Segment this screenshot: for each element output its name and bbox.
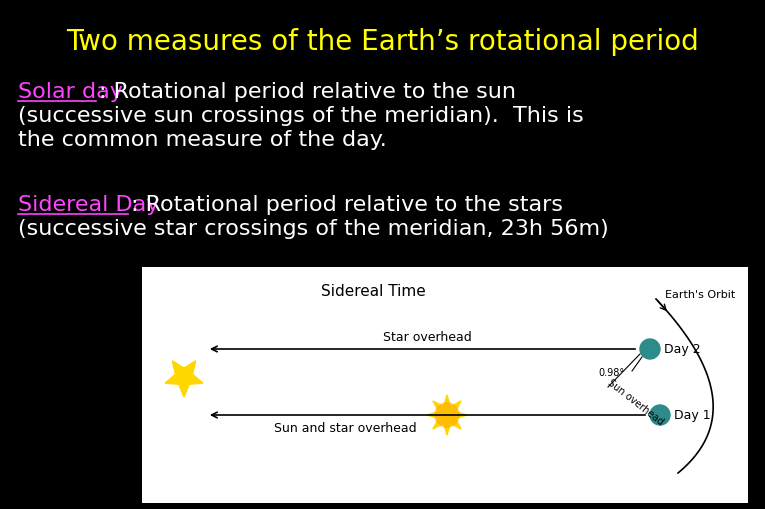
Text: Solar day: Solar day — [18, 82, 123, 102]
Circle shape — [650, 405, 670, 425]
Text: : Rotational period relative to the stars: : Rotational period relative to the star… — [131, 194, 563, 215]
Polygon shape — [427, 395, 467, 435]
Text: Two measures of the Earth’s rotational period: Two measures of the Earth’s rotational p… — [66, 28, 699, 56]
Text: Sun and star overhead: Sun and star overhead — [274, 421, 417, 434]
Polygon shape — [165, 361, 203, 397]
Text: (successive star crossings of the meridian, 23h 56m): (successive star crossings of the meridi… — [18, 218, 609, 239]
Text: Day 2: Day 2 — [664, 343, 701, 356]
Text: (successive sun crossings of the meridian).  This is: (successive sun crossings of the meridia… — [18, 106, 584, 126]
Circle shape — [435, 403, 459, 427]
Text: the common measure of the day.: the common measure of the day. — [18, 130, 387, 150]
Text: 0.98°: 0.98° — [598, 367, 624, 377]
Circle shape — [640, 340, 660, 359]
Text: Day 1: Day 1 — [674, 409, 711, 421]
Text: : Rotational period relative to the sun: : Rotational period relative to the sun — [99, 82, 516, 102]
Text: Sidereal Day: Sidereal Day — [18, 194, 159, 215]
Text: Earth's Orbit: Earth's Orbit — [665, 290, 735, 299]
Bar — [142, 267, 748, 503]
Text: Sun overhead: Sun overhead — [606, 377, 666, 427]
Text: Star overhead: Star overhead — [382, 330, 471, 344]
Text: Sidereal Time: Sidereal Time — [321, 284, 426, 298]
